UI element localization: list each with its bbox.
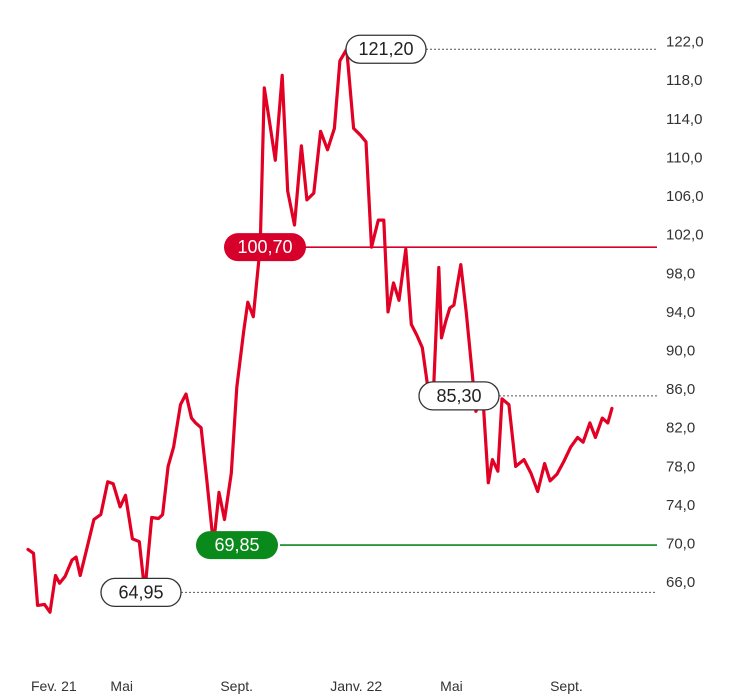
y-tick-label: 110,0: [666, 149, 702, 166]
y-tick-label: 118,0: [666, 72, 702, 89]
x-tick-label: Mai: [110, 678, 133, 694]
resistance-pill: [224, 233, 306, 262]
y-tick-label: 74,0: [666, 497, 695, 514]
support-label: 69,85: [214, 535, 259, 555]
x-tick-label: Sept.: [550, 678, 583, 694]
y-tick-label: 78,0: [666, 458, 695, 475]
annotation-pill: [418, 381, 500, 411]
x-tick-label: Sept.: [220, 678, 253, 694]
value-labels: 100,70 69,85 121,20 85,30 64,95: [100, 34, 500, 608]
x-tick-label: Mai: [440, 678, 463, 694]
annotation-label: 85,30: [436, 386, 481, 406]
annotation-pill: [345, 34, 427, 64]
support-pill: [196, 531, 278, 560]
resistance-label: 100,70: [237, 237, 292, 257]
x-axis-ticks: Fev. 21 Mai Sept. Janv. 22 Mai Sept.: [31, 678, 583, 694]
x-tick-label: Fev. 21: [31, 678, 77, 694]
y-tick-label: 90,0: [666, 343, 695, 360]
y-tick-label: 66,0: [666, 574, 695, 591]
y-tick-label: 86,0: [666, 381, 695, 398]
annotation-label: 64,95: [118, 582, 163, 602]
y-tick-label: 106,0: [666, 188, 704, 205]
y-tick-label: 70,0: [666, 536, 695, 553]
annotation-label: 121,20: [358, 39, 413, 59]
price-line: [26, 47, 614, 614]
price-series: [26, 47, 614, 614]
x-tick-label: Janv. 22: [330, 678, 382, 694]
y-tick-label: 94,0: [666, 304, 695, 321]
y-tick-label: 122,0: [666, 34, 704, 51]
y-tick-label: 114,0: [666, 111, 702, 128]
y-axis-ticks: 122,0 118,0 114,0 110,0 106,0 102,0 98,0 94,0 90…: [666, 34, 704, 592]
annotation-pill: [100, 577, 182, 608]
y-tick-label: 82,0: [666, 420, 695, 437]
y-tick-label: 98,0: [666, 265, 695, 282]
reference-lines: [181, 48, 657, 593]
y-tick-label: 102,0: [666, 227, 704, 244]
